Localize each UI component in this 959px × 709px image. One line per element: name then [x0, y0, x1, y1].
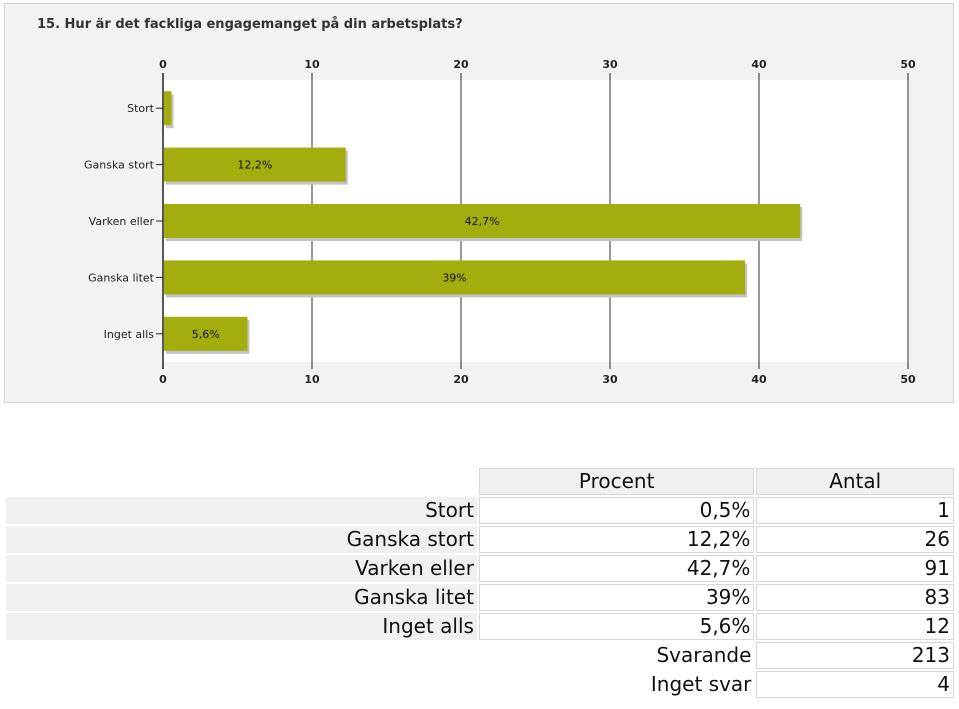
row-percent: 42,7%	[478, 555, 755, 582]
summary-row: Inget svar 4	[6, 671, 954, 698]
summary-count: 4	[756, 671, 954, 698]
x-tick-label-top: 40	[751, 58, 767, 71]
header-count: Antal	[756, 468, 954, 495]
row-percent: 5,6%	[478, 613, 755, 640]
table-row: Ganska stort 12,2% 26	[6, 526, 954, 553]
summary-row: Svarande 213	[6, 642, 954, 669]
x-tick-label-bottom: 50	[900, 373, 916, 386]
x-tick-label-bottom: 0	[159, 373, 167, 386]
bar-value-label: 39%	[442, 271, 466, 284]
x-tick-label-top: 50	[900, 58, 916, 71]
table-row: Inget alls 5,6% 12	[6, 613, 954, 640]
summary-label: Svarande	[478, 642, 755, 669]
bar	[164, 204, 801, 238]
x-tick-label-top: 10	[304, 58, 320, 71]
x-tick-label-bottom: 40	[751, 373, 767, 386]
row-count: 1	[756, 497, 954, 524]
category-label: Stort	[127, 102, 155, 115]
results-table: Procent Antal Stort 0,5% 1 Ganska stort …	[4, 466, 956, 700]
summary-blank-cell	[6, 642, 477, 669]
table-row: Ganska litet 39% 83	[6, 584, 954, 611]
row-count: 83	[756, 584, 954, 611]
row-label: Varken eller	[6, 555, 477, 582]
category-label: Ganska stort	[84, 159, 155, 172]
summary-blank-cell	[6, 671, 477, 698]
row-percent: 0,5%	[478, 497, 755, 524]
bar-value-label: 42,7%	[465, 215, 500, 228]
row-label: Inget alls	[6, 613, 477, 640]
row-count: 12	[756, 613, 954, 640]
category-label: Inget alls	[104, 328, 155, 341]
row-percent: 12,2%	[478, 526, 755, 553]
x-tick-label-bottom: 20	[453, 373, 469, 386]
chart-panel: 15. Hur är det fackliga engagemanget på …	[4, 3, 954, 403]
summary-count: 213	[756, 642, 954, 669]
x-tick-label-bottom: 10	[304, 373, 320, 386]
x-tick-label-bottom: 30	[602, 373, 618, 386]
row-percent: 39%	[478, 584, 755, 611]
row-count: 91	[756, 555, 954, 582]
category-label: Varken eller	[89, 215, 155, 228]
x-tick-label-top: 0	[159, 58, 167, 71]
bar	[164, 316, 248, 351]
summary-label: Inget svar	[478, 671, 755, 698]
row-label: Ganska litet	[6, 584, 477, 611]
bar-chart: 15. Hur är det fackliga engagemanget på …	[37, 17, 916, 386]
chart-title: 15. Hur är det fackliga engagemanget på …	[37, 17, 463, 32]
x-tick-label-top: 20	[453, 58, 469, 71]
bar	[164, 260, 746, 295]
row-count: 26	[756, 526, 954, 553]
table-row: Stort 0,5% 1	[6, 497, 954, 524]
table-header-row: Procent Antal	[6, 468, 954, 495]
bar	[164, 147, 346, 182]
bar-value-label: 12,2%	[237, 159, 272, 172]
category-label: Ganska litet	[88, 271, 155, 284]
row-label: Ganska stort	[6, 526, 477, 553]
header-percent: Procent	[478, 468, 755, 495]
header-blank-cell	[6, 468, 477, 495]
bar	[164, 91, 172, 126]
x-tick-label-top: 30	[602, 58, 618, 71]
table-row: Varken eller 42,7% 91	[6, 555, 954, 582]
bar-value-label: 5,6%	[192, 328, 220, 341]
row-label: Stort	[6, 497, 477, 524]
